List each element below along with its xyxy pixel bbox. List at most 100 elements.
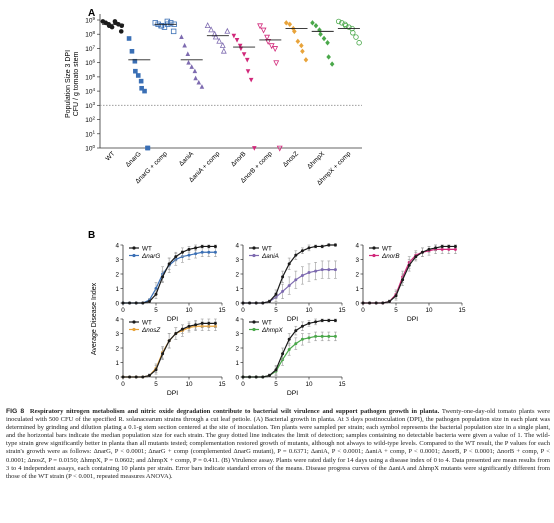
y-tick-label: 0 — [115, 374, 119, 381]
data-point — [167, 339, 171, 343]
data-point — [314, 320, 318, 324]
x-tick-label: 0 — [121, 381, 125, 388]
data-point — [134, 301, 138, 305]
data-point — [194, 246, 198, 250]
data-point — [158, 22, 165, 29]
data-point — [335, 18, 342, 25]
x-tick-label: 0 — [241, 381, 245, 388]
data-point — [374, 301, 378, 305]
data-point — [248, 375, 252, 379]
y-tick-label: 100 — [85, 144, 95, 153]
data-point — [248, 301, 252, 305]
data-point — [320, 244, 324, 248]
x-axis-label: DPI — [287, 390, 298, 397]
x-tick-label: 5 — [154, 307, 158, 314]
legend-swatch-point — [132, 327, 136, 332]
data-point — [343, 22, 349, 29]
legend-label: WT — [142, 319, 152, 326]
x-axis-label: DPI — [407, 316, 418, 323]
data-point — [141, 375, 145, 379]
data-point — [199, 84, 205, 89]
y-tick-label: 4 — [235, 242, 239, 249]
data-point — [121, 301, 125, 305]
y-tick-label: 103 — [85, 101, 95, 110]
data-point — [287, 21, 293, 27]
data-point — [245, 69, 251, 74]
legend-swatch-point — [372, 253, 376, 258]
data-point — [220, 47, 227, 54]
legend-swatch-point — [252, 253, 256, 258]
data-point — [299, 42, 304, 49]
panel-label-a: A — [88, 8, 95, 19]
data-point — [407, 263, 411, 267]
data-point — [281, 275, 285, 279]
data-point — [254, 375, 258, 379]
data-point — [274, 368, 278, 372]
data-point — [167, 262, 171, 266]
data-point — [161, 352, 165, 356]
data-point — [321, 35, 327, 42]
y-tick-label: 3 — [115, 257, 119, 264]
x-tick-label: ΔnarG — [124, 150, 142, 168]
y-tick-label: 0 — [115, 300, 119, 307]
data-point — [453, 247, 457, 251]
y-tick-label: 2 — [355, 271, 359, 278]
data-point — [294, 329, 298, 333]
y-tick-label: 4 — [235, 316, 239, 323]
data-point — [180, 327, 184, 331]
data-point — [133, 68, 138, 74]
y-tick-label: 101 — [85, 130, 95, 139]
data-point — [248, 77, 254, 83]
legend-swatch-point — [252, 327, 256, 332]
legend-label: ΔnorB — [381, 253, 400, 260]
data-point — [238, 46, 244, 52]
data-point — [268, 43, 275, 50]
data-point — [440, 247, 444, 251]
x-tick-label: 10 — [425, 307, 433, 314]
legend-swatch-point — [132, 253, 136, 258]
data-point — [170, 28, 177, 35]
data-point — [333, 268, 337, 272]
x-tick-label: 5 — [394, 307, 398, 314]
x-tick-label: 15 — [458, 307, 466, 314]
data-point — [327, 318, 331, 322]
y-tick-label: 1 — [355, 286, 359, 293]
data-point — [287, 347, 291, 351]
data-point — [213, 250, 217, 254]
data-point — [213, 321, 217, 325]
y-tick-label: 1 — [115, 286, 119, 293]
data-point — [207, 244, 211, 248]
data-point — [212, 33, 219, 40]
legend-swatch-point — [132, 320, 136, 324]
data-point — [234, 38, 240, 43]
y-tick-label: 3 — [355, 257, 359, 264]
x-tick-label: 15 — [338, 307, 346, 314]
caption-text: Twenty-one-day-old tomato plants were in… — [6, 408, 551, 480]
data-point — [307, 271, 311, 275]
y-tick-label: 0 — [235, 300, 239, 307]
data-point — [142, 88, 147, 94]
data-point — [168, 20, 174, 26]
growth-scatter-plot: 100 101 102 103 104 105 106 107 108 109 Population… — [65, 14, 362, 187]
data-point — [339, 20, 345, 26]
data-point — [314, 269, 318, 273]
y-tick-label: 4 — [115, 316, 119, 323]
data-point — [200, 244, 204, 248]
data-point — [447, 247, 451, 251]
data-point — [294, 253, 298, 257]
data-point — [356, 40, 362, 46]
data-point — [300, 48, 305, 54]
data-point — [318, 31, 323, 37]
data-point — [300, 249, 304, 253]
data-point — [200, 321, 204, 325]
y-tick-label: 3 — [115, 331, 119, 338]
data-point — [273, 60, 280, 67]
data-point — [295, 38, 301, 45]
data-point — [276, 145, 283, 152]
data-point — [287, 262, 291, 266]
data-point — [174, 332, 178, 335]
data-point — [300, 273, 304, 277]
y-axis-label-line-1: Population Size 3 DPI — [65, 50, 72, 118]
data-point — [272, 46, 279, 53]
